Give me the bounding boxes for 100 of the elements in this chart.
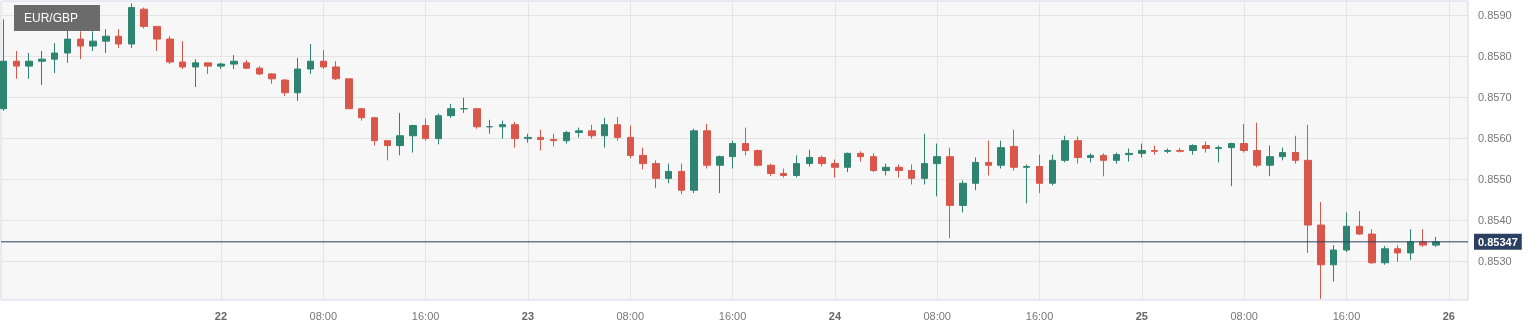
y-tick-label: 0.8590 <box>1478 9 1512 22</box>
candlestick <box>908 163 915 185</box>
x-tick-label: 08:00 <box>616 309 645 322</box>
candlestick <box>320 49 327 70</box>
candlestick <box>997 140 1005 170</box>
ref-line-label: 0.85347 <box>1478 235 1518 248</box>
x-tick-label: 16:00 <box>411 309 440 322</box>
candlestick <box>422 118 429 142</box>
candlestick <box>1240 123 1248 154</box>
candlestick <box>1266 145 1274 177</box>
candlestick <box>882 163 890 176</box>
candlestick <box>307 43 314 75</box>
x-tick-label: 08:00 <box>309 309 338 322</box>
candlestick <box>1253 122 1261 168</box>
x-tick-label: 08:00 <box>923 309 951 322</box>
x-tick-label: 26 <box>1442 309 1455 322</box>
candlestick <box>1100 152 1107 177</box>
candlestick <box>409 124 417 154</box>
x-tick-label: 23 <box>521 309 535 322</box>
candlestick <box>524 133 532 144</box>
candlestick <box>639 147 647 170</box>
candlestick <box>332 60 340 81</box>
candlestick <box>1074 136 1082 165</box>
candlestick <box>358 107 365 122</box>
x-tick-label: 24 <box>828 309 842 322</box>
candlestick <box>473 107 481 130</box>
candlestick <box>153 25 161 52</box>
candlestick <box>1228 142 1235 187</box>
candlestick <box>435 113 442 145</box>
candlestick <box>818 154 826 167</box>
candlestick <box>345 78 353 110</box>
candlestick <box>742 127 749 156</box>
candlestick <box>754 149 762 167</box>
candlestick <box>933 143 941 197</box>
candlestick <box>550 133 557 147</box>
candlestick <box>128 2 135 49</box>
candlestick <box>192 58 199 88</box>
candlestick <box>140 7 148 29</box>
candlestick <box>1202 140 1210 154</box>
candlestick <box>64 28 71 64</box>
candlestick <box>1394 244 1401 263</box>
candlestick <box>921 133 928 185</box>
candlestick <box>972 156 979 191</box>
y-tick-label: 0.8530 <box>1478 255 1512 268</box>
x-tick-label: 08:00 <box>1230 309 1258 322</box>
candlestick <box>1343 211 1350 253</box>
y-tick-label: 0.8550 <box>1478 173 1512 186</box>
candlestick <box>256 65 263 76</box>
candlestick <box>1151 145 1158 156</box>
candlestick <box>1023 163 1030 204</box>
candlestick <box>959 179 967 213</box>
y-tick-label: 0.8570 <box>1478 91 1512 104</box>
candlestick <box>895 163 903 179</box>
candlestick <box>243 59 250 70</box>
candlestick <box>831 159 839 179</box>
candlestick <box>1010 129 1018 172</box>
candlestick <box>77 30 84 60</box>
candlestick <box>1330 244 1337 283</box>
candlestick <box>575 127 583 138</box>
x-tick-label: 16:00 <box>1025 309 1054 322</box>
candlestick <box>511 121 519 149</box>
candlestick <box>627 125 634 159</box>
x-tick-label: 16:00 <box>1332 309 1361 322</box>
candlestick <box>806 149 813 167</box>
candlestick <box>1164 147 1171 154</box>
candlestick <box>1279 147 1286 161</box>
candlestick <box>1407 228 1414 261</box>
y-tick-label: 0.8560 <box>1478 132 1512 145</box>
y-tick-label: 0.8580 <box>1478 50 1512 63</box>
candlestick <box>384 140 391 161</box>
text: EUR/GBP <box>24 11 79 25</box>
candlestick <box>857 150 864 163</box>
candlestick <box>396 112 404 156</box>
candlestick <box>601 117 608 149</box>
candlestick <box>1215 145 1222 163</box>
candlestick <box>1368 228 1376 265</box>
candlestick <box>563 130 570 145</box>
candlestick <box>1113 152 1120 165</box>
candlestick <box>985 140 992 176</box>
candlestick <box>217 62 225 70</box>
candlestick <box>946 147 954 239</box>
candlestick <box>780 168 787 179</box>
candlestick <box>89 30 97 52</box>
candlestick <box>690 128 698 194</box>
candlestick <box>1125 147 1133 163</box>
candlestick <box>460 97 468 114</box>
candlestick <box>703 123 711 170</box>
candlestick <box>230 54 238 70</box>
candlestick <box>1304 124 1312 254</box>
candlestick <box>1036 154 1043 194</box>
candlestick <box>166 35 174 65</box>
candlestick <box>281 78 289 97</box>
candlestick <box>844 152 851 173</box>
candlestick <box>1419 228 1427 248</box>
candlestick <box>1061 135 1069 163</box>
candlestick <box>1356 210 1363 236</box>
x-tick-label: 22 <box>214 309 228 322</box>
candlestick <box>793 154 800 179</box>
candlestick <box>25 52 33 80</box>
candlestick <box>1087 152 1094 163</box>
